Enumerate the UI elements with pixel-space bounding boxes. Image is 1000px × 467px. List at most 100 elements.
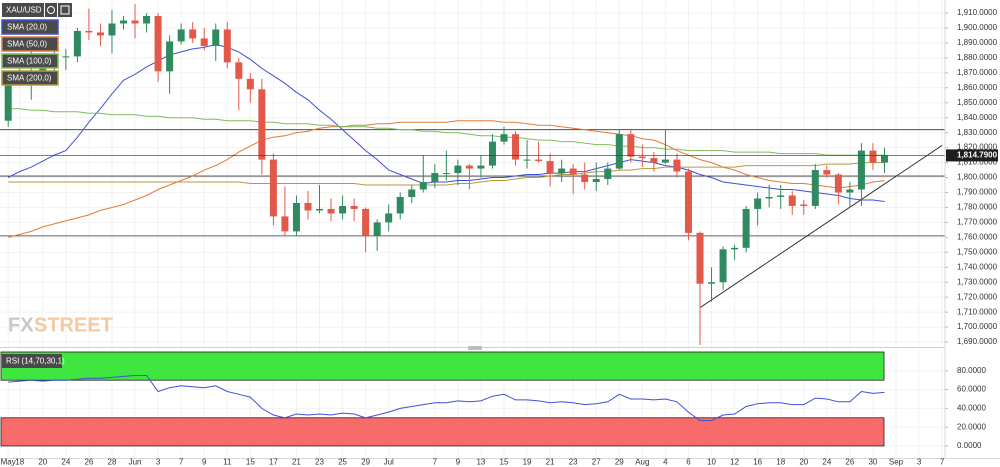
- candle-body: [62, 56, 70, 58]
- refresh-button[interactable]: [45, 3, 57, 17]
- x-tick-label: 3: [156, 458, 161, 467]
- x-tick-label: 7: [433, 458, 438, 467]
- candle-body: [85, 30, 93, 33]
- legend-label: SMA (20,0): [7, 23, 47, 32]
- x-tick-label: 15: [500, 458, 509, 467]
- candle-body: [246, 78, 254, 90]
- y-tick-label: 40.0000: [957, 403, 986, 412]
- rsi-band: [0, 417, 885, 447]
- watermark-fx: FX: [8, 314, 34, 336]
- x-tick-label: 28: [108, 458, 117, 467]
- candle-body: [708, 282, 716, 284]
- candle-body: [292, 202, 300, 232]
- x-tick-label: Aug: [635, 458, 649, 467]
- sma-legend: SMA (20,0) SMA (50,0) SMA (100,0) SMA (200,…: [1, 19, 59, 86]
- candle-body: [362, 208, 370, 236]
- candle-body: [592, 179, 600, 183]
- y-tick-label: 0.0000: [957, 441, 982, 450]
- y-tick-label: 60.0000: [957, 385, 986, 394]
- x-tick-label: 24: [822, 458, 831, 467]
- symbol-box[interactable]: [2, 3, 44, 17]
- y-tick-label: 1,800.0000: [957, 173, 998, 182]
- refresh-icon: [47, 6, 55, 14]
- x-tick-label: 29: [615, 458, 624, 467]
- x-tick-label: Jun: [129, 458, 142, 467]
- candle-body: [742, 208, 750, 248]
- y-tick-label: 1,790.0000: [957, 188, 998, 197]
- candle-body: [500, 134, 508, 142]
- x-tick-label: 9: [456, 458, 461, 467]
- x-tick-label: 19: [523, 458, 532, 467]
- candle-body: [120, 20, 127, 24]
- candle-body: [373, 222, 381, 236]
- x-tick-label: 7: [940, 458, 945, 467]
- rsi-legend: RSI (14,70,30,1): [2, 354, 65, 368]
- candle-body: [154, 16, 162, 72]
- x-tick-label: 17: [269, 458, 278, 467]
- legend-box[interactable]: [1, 70, 59, 86]
- candle-body: [558, 168, 566, 174]
- legend: XAU/USD: [2, 3, 72, 17]
- candle-body: [834, 174, 842, 193]
- y-tick-label: 1,690.0000: [957, 337, 998, 346]
- y-tick-label: 1,870.0000: [957, 68, 998, 77]
- candle-body: [546, 161, 554, 174]
- y-tick-label: 1,710.0000: [957, 307, 998, 316]
- x-tick-label: 11: [223, 458, 232, 467]
- x-tick-label: Sep: [889, 458, 904, 467]
- legend-label: SMA (100,0): [7, 57, 52, 66]
- rsi-band: [0, 351, 885, 381]
- indicator-line: [8, 120, 885, 238]
- x-tick-label: 20: [799, 458, 808, 467]
- y-tick-label: 1,770.0000: [957, 218, 998, 227]
- x-tick-label: May: [1, 458, 16, 467]
- y-tick-label: 80.0000: [957, 366, 986, 375]
- legend-label: SMA (200,0): [7, 74, 52, 83]
- candle-body: [465, 165, 473, 169]
- indicator-line: [8, 375, 885, 422]
- y-tick-label: 1,820.0000: [957, 143, 998, 152]
- legend-box[interactable]: [2, 354, 62, 368]
- candle-body: [823, 170, 831, 175]
- candle-body: [223, 29, 231, 63]
- x-tick-label: 4: [663, 458, 668, 467]
- x-tick-label: 26: [84, 458, 93, 467]
- last-price-box: [946, 149, 998, 162]
- y-tick-label: 1,720.0000: [957, 292, 998, 301]
- candle-body: [350, 205, 358, 209]
- candle-body: [535, 159, 543, 162]
- x-tick-label: 20: [38, 458, 47, 467]
- legend-box[interactable]: [1, 19, 59, 35]
- candle-body: [661, 159, 669, 163]
- candle-body: [477, 165, 485, 169]
- candle-body: [431, 173, 439, 183]
- symbol-label: XAU/USD: [6, 6, 42, 15]
- candle-body: [96, 32, 104, 36]
- candle-body: [569, 168, 577, 175]
- candle-body: [523, 159, 531, 161]
- x-tick-label: 18: [15, 458, 24, 467]
- x-tick-label: 30: [868, 458, 877, 467]
- pane-resize-handle[interactable]: [468, 346, 482, 350]
- legend-box[interactable]: [1, 36, 59, 52]
- candle-body: [385, 213, 393, 223]
- candle-body: [857, 150, 865, 190]
- candle-body: [696, 232, 704, 284]
- candle-body: [581, 174, 589, 183]
- candle-body: [454, 165, 462, 174]
- plot: [0, 4, 945, 447]
- y-tick-label: 1,730.0000: [957, 277, 998, 286]
- y-tick-label: 1,700.0000: [957, 322, 998, 331]
- legend-label: RSI (14,70,30,1): [6, 357, 65, 366]
- calendar-button[interactable]: [58, 3, 72, 17]
- candle-body: [638, 156, 646, 159]
- x-tick-label: 3: [917, 458, 922, 467]
- x-tick-label: 15: [246, 458, 255, 467]
- candle-body: [4, 77, 12, 121]
- candle-body: [408, 189, 416, 197]
- x-tick-label: 6: [686, 458, 691, 467]
- x-tick-label: 21: [546, 458, 555, 467]
- legend-box[interactable]: [1, 53, 59, 69]
- candle-body: [304, 202, 312, 211]
